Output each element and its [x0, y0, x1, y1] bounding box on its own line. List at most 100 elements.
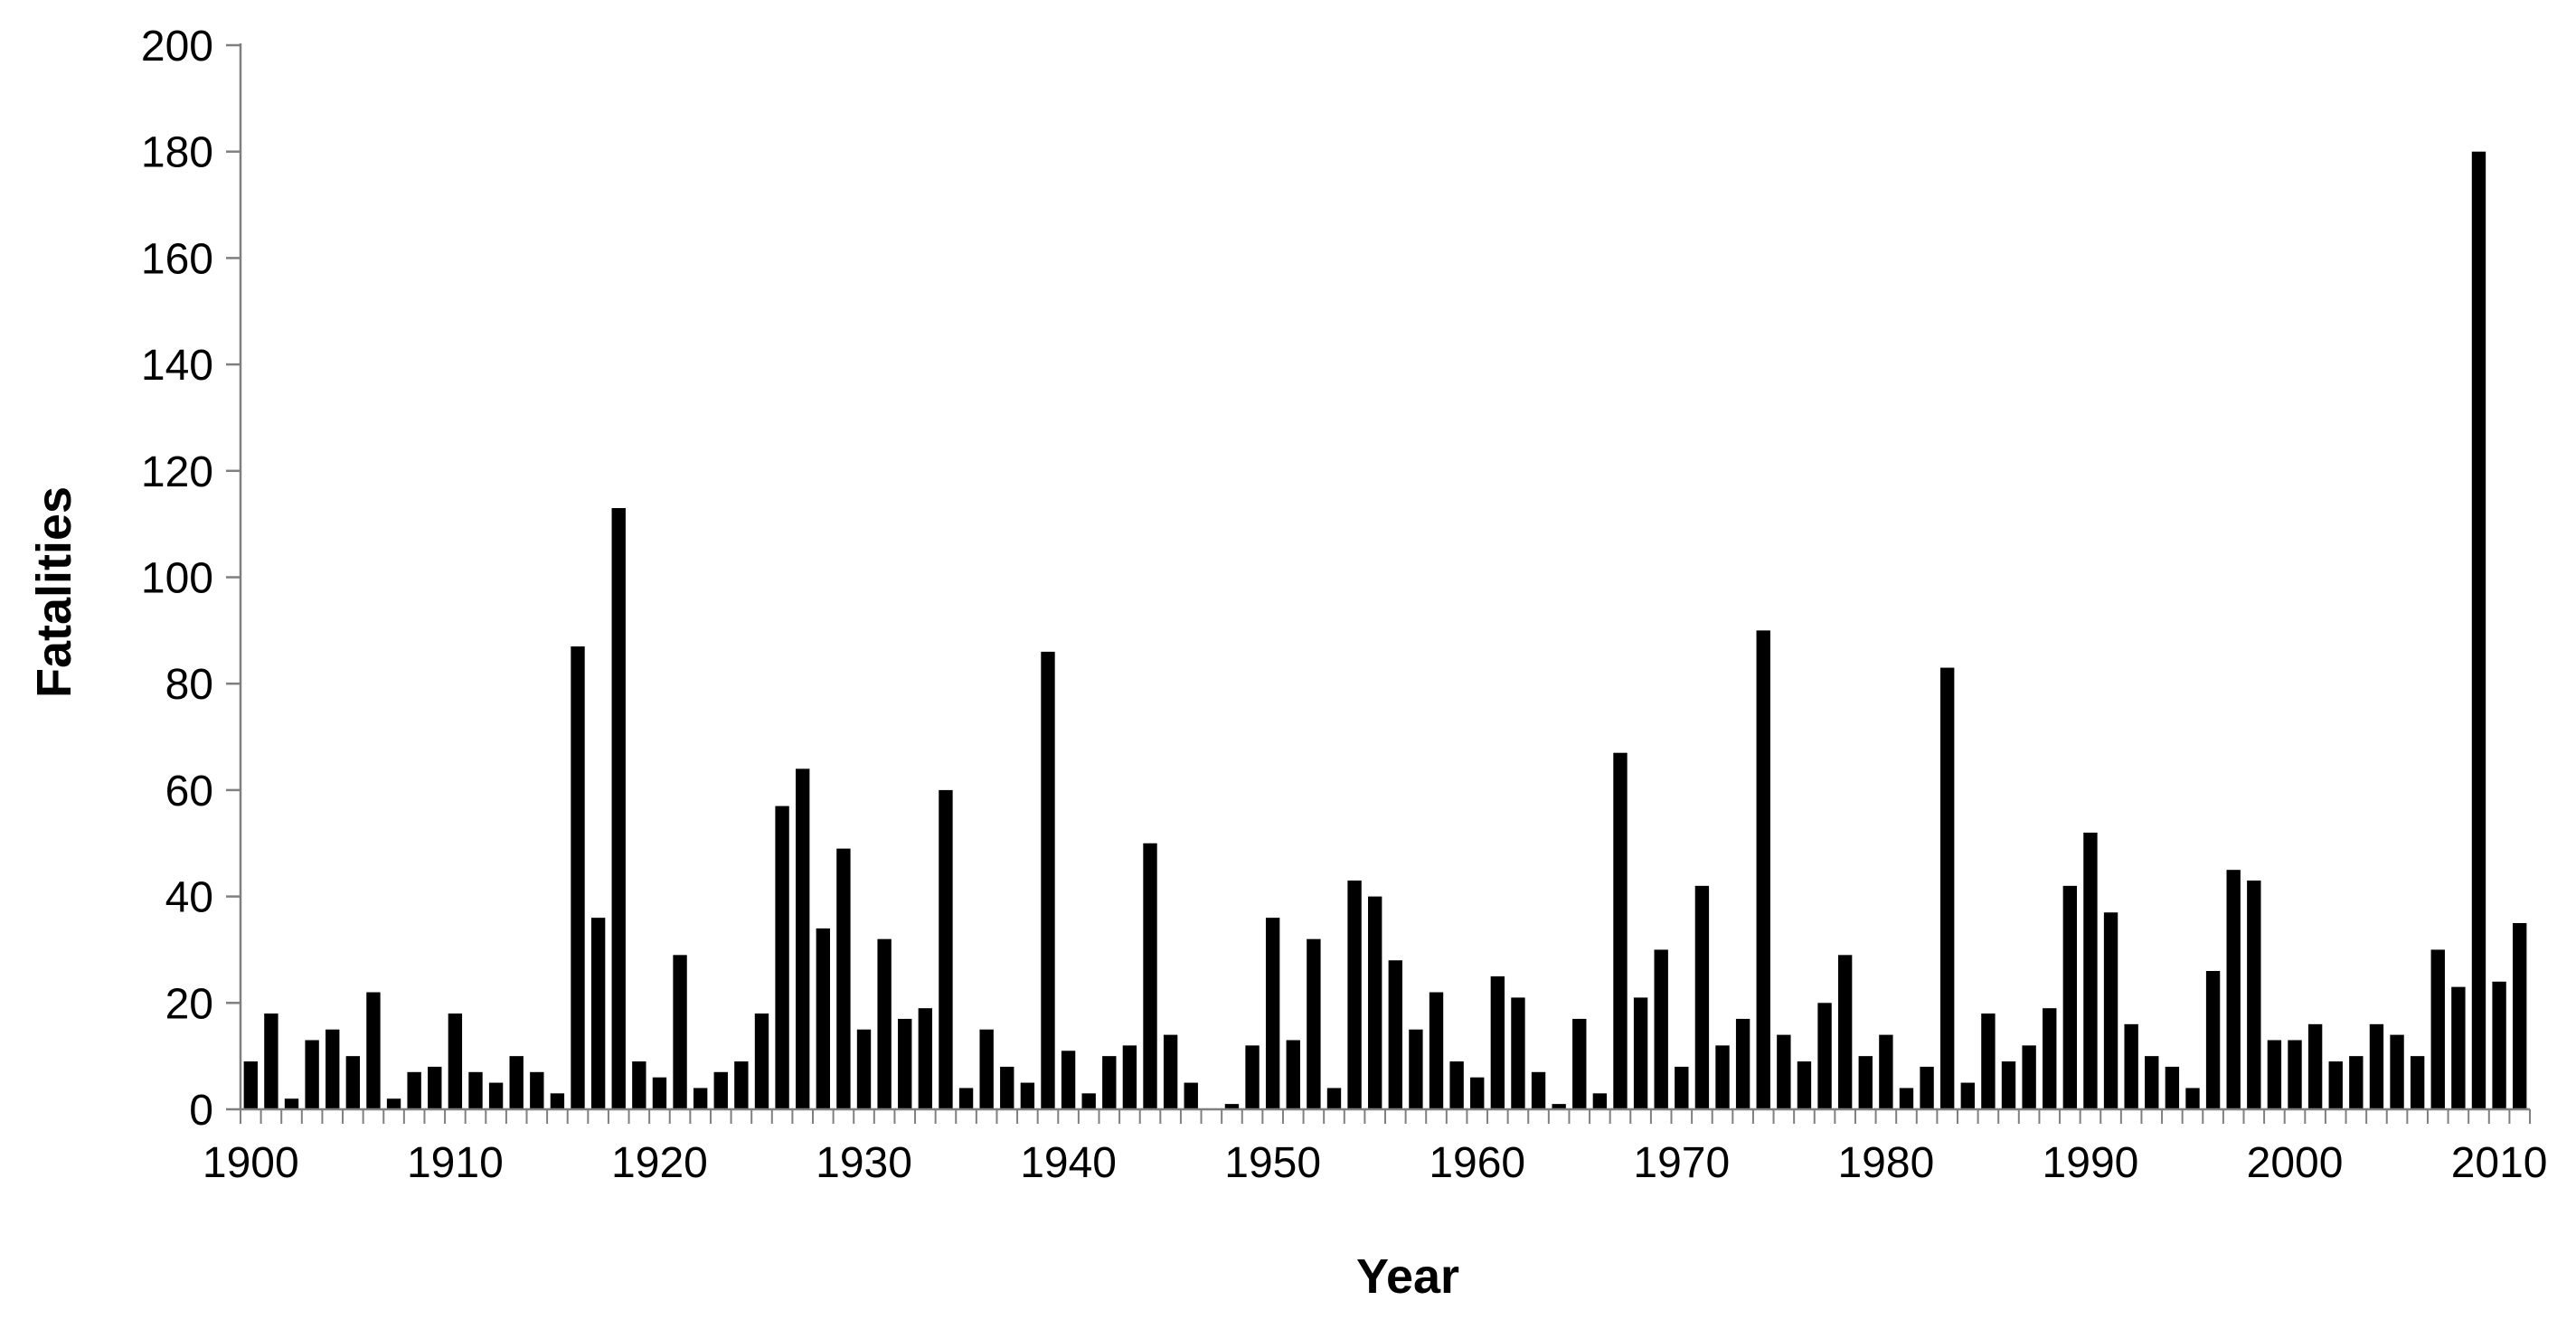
bar-1973 — [1735, 1018, 1750, 1109]
bar-1995 — [2185, 1088, 2200, 1109]
bar-2007 — [2430, 949, 2445, 1109]
bar-1940 — [1061, 1051, 1076, 1109]
x-tick-label-1910: 1910 — [407, 1139, 504, 1187]
bar-1963 — [1531, 1071, 1546, 1109]
bar-1924 — [734, 1061, 749, 1109]
bar-1961 — [1490, 976, 1505, 1110]
bar-1901 — [264, 1013, 278, 1109]
bar-1911 — [468, 1071, 483, 1109]
y-tick-label-120: 120 — [141, 448, 213, 496]
x-axis-title: Year — [1356, 1249, 1459, 1304]
bar-1987 — [2022, 1045, 2036, 1109]
bar-1967 — [1613, 752, 1628, 1109]
bar-1931 — [877, 938, 892, 1109]
bar-2005 — [2390, 1034, 2404, 1109]
bar-1958 — [1429, 992, 1444, 1109]
bar-2003 — [2349, 1056, 2364, 1109]
x-tick-label-1950: 1950 — [1224, 1139, 1321, 1187]
bar-1933 — [918, 1008, 933, 1109]
bar-2011 — [2513, 923, 2527, 1109]
bar-2001 — [2307, 1023, 2323, 1109]
x-tick-label-1940: 1940 — [1020, 1139, 1117, 1187]
bar-1952 — [1307, 938, 1321, 1109]
y-tick-label-200: 200 — [141, 23, 213, 71]
bar-1917 — [590, 918, 606, 1109]
bar-1927 — [796, 768, 810, 1109]
y-tick-label-80: 80 — [165, 661, 213, 709]
bar-1922 — [693, 1088, 708, 1109]
x-tick-label-2000: 2000 — [2247, 1139, 2344, 1187]
bar-1996 — [2205, 970, 2221, 1109]
bar-1965 — [1572, 1018, 1587, 1109]
bar-2000 — [2288, 1040, 2302, 1109]
bar-1918 — [611, 508, 626, 1109]
y-ticks-group: 0 20 40 60 80 100 120 140 160 180 200 — [141, 23, 241, 1135]
bar-1943 — [1122, 1045, 1137, 1109]
x-tick-label-1920: 1920 — [611, 1139, 708, 1187]
bar-1999 — [2267, 1040, 2282, 1109]
bar-1992 — [2124, 1023, 2138, 1109]
bar-1979 — [1858, 1056, 1873, 1109]
bar-2002 — [2328, 1061, 2343, 1109]
bar-1928 — [816, 928, 830, 1109]
bar-1981 — [1899, 1088, 1914, 1109]
bar-1960 — [1470, 1077, 1485, 1109]
bar-1915 — [550, 1093, 565, 1109]
bar-1919 — [632, 1061, 646, 1109]
bar-1971 — [1694, 885, 1710, 1109]
bar-1942 — [1102, 1056, 1117, 1109]
bar-1938 — [1020, 1082, 1035, 1109]
bar-1956 — [1388, 960, 1402, 1109]
bar-1904 — [326, 1029, 340, 1109]
bar-1908 — [407, 1071, 421, 1109]
y-tick-label-180: 180 — [141, 129, 213, 177]
bar-1948 — [1224, 1104, 1240, 1109]
y-tick-label-0: 0 — [189, 1087, 213, 1135]
bar-1964 — [1552, 1104, 1566, 1109]
x-tick-label-1930: 1930 — [816, 1139, 912, 1187]
bar-1959 — [1449, 1061, 1464, 1109]
bar-1978 — [1837, 955, 1853, 1109]
bar-1976 — [1797, 1061, 1812, 1109]
bar-1957 — [1409, 1029, 1423, 1109]
bar-1935 — [958, 1088, 974, 1109]
x-tick-label-2010: 2010 — [2451, 1139, 2548, 1187]
bar-1991 — [2103, 912, 2118, 1109]
bar-1902 — [284, 1098, 299, 1109]
bar-1900 — [243, 1061, 258, 1109]
bar-1954 — [1347, 880, 1362, 1109]
bar-1946 — [1184, 1082, 1198, 1109]
bar-1949 — [1245, 1045, 1260, 1109]
bar-1929 — [836, 848, 851, 1109]
bar-1955 — [1368, 896, 1382, 1109]
bar-1966 — [1592, 1093, 1608, 1109]
bar-1939 — [1041, 651, 1055, 1109]
bar-1988 — [2043, 1008, 2057, 1109]
y-tick-label-40: 40 — [165, 874, 213, 922]
y-tick-label-140: 140 — [141, 342, 213, 390]
bar-1914 — [530, 1071, 544, 1109]
bar-1913 — [509, 1056, 524, 1109]
y-tick-label-100: 100 — [141, 555, 213, 603]
bar-1989 — [2062, 885, 2078, 1109]
bar-1983 — [1940, 667, 1955, 1109]
bar-1923 — [713, 1071, 728, 1109]
bar-1975 — [1777, 1034, 1791, 1109]
bar-1945 — [1163, 1034, 1178, 1109]
bar-1997 — [2226, 870, 2241, 1109]
bar-2006 — [2410, 1056, 2425, 1109]
bar-1909 — [428, 1066, 442, 1109]
bar-1906 — [366, 992, 381, 1109]
x-tick-label-1990: 1990 — [2043, 1139, 2139, 1187]
bar-1968 — [1633, 997, 1648, 1109]
bar-1907 — [386, 1098, 401, 1109]
bar-1951 — [1286, 1040, 1300, 1109]
bar-1926 — [775, 806, 789, 1109]
bar-1934 — [939, 789, 953, 1109]
bar-1993 — [2145, 1056, 2159, 1109]
bar-1912 — [488, 1082, 504, 1109]
bar-1984 — [1960, 1082, 1975, 1109]
bar-1974 — [1756, 630, 1770, 1109]
